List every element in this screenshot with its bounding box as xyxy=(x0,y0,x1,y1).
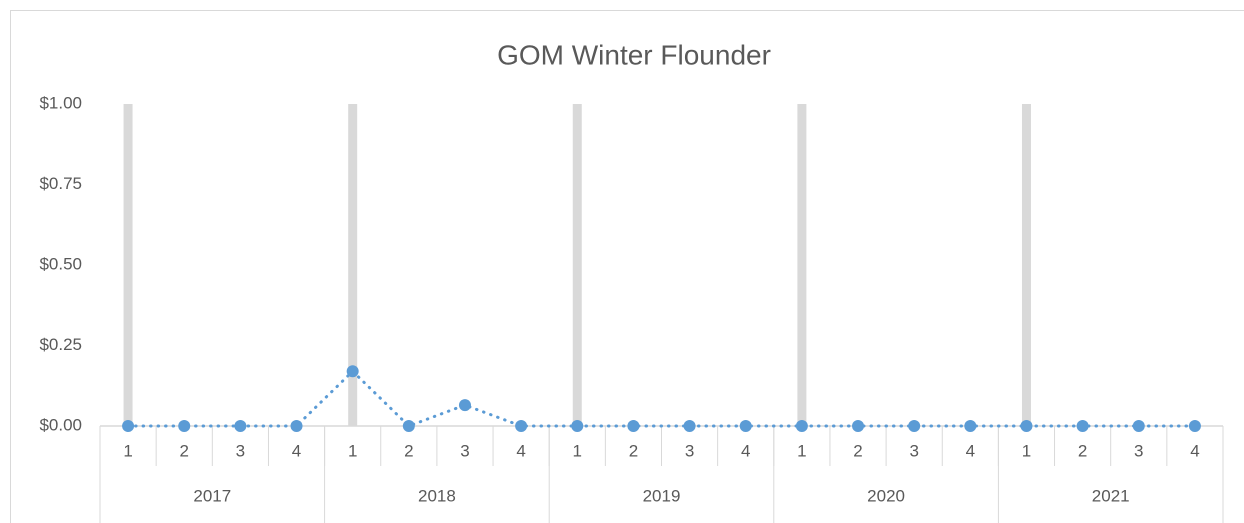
x-tick-label: 4 xyxy=(1190,441,1199,460)
x-tick-label: 3 xyxy=(685,441,694,460)
chart-title: GOM Winter Flounder xyxy=(497,39,771,70)
x-tick-label: 1 xyxy=(1022,441,1031,460)
marker xyxy=(739,420,752,432)
x-tick-label: 4 xyxy=(516,441,525,460)
marker xyxy=(1132,420,1145,432)
marker xyxy=(234,420,247,432)
y-tick-label: $0.50 xyxy=(39,254,82,273)
marker xyxy=(1076,420,1089,432)
marker xyxy=(290,420,303,432)
group-label: 2019 xyxy=(643,486,681,505)
x-tick-label: 4 xyxy=(966,441,975,460)
x-tick-label: 3 xyxy=(1134,441,1143,460)
marker xyxy=(402,420,415,432)
y-tick-label: $0.25 xyxy=(39,335,82,354)
y-tick-label: $0.75 xyxy=(39,174,82,193)
marker xyxy=(458,399,471,412)
bar xyxy=(348,104,358,426)
marker xyxy=(852,420,865,432)
bar xyxy=(123,104,133,426)
marker xyxy=(571,420,584,432)
marker xyxy=(346,365,359,378)
marker xyxy=(908,420,921,432)
x-tick-label: 1 xyxy=(573,441,582,460)
marker xyxy=(964,420,977,432)
bar xyxy=(1021,104,1031,426)
marker xyxy=(683,420,696,432)
line xyxy=(126,369,1197,428)
x-tick-label: 2 xyxy=(629,441,638,460)
marker xyxy=(795,420,808,432)
x-tick-label: 1 xyxy=(348,441,357,460)
y-tick-label: $0.00 xyxy=(39,415,82,434)
marker xyxy=(515,420,528,432)
x-tick-label: 3 xyxy=(236,441,245,460)
x-tick-label: 4 xyxy=(292,441,301,460)
marker xyxy=(1020,420,1033,432)
marker xyxy=(178,420,191,432)
group-label: 2021 xyxy=(1092,486,1130,505)
x-tick-label: 3 xyxy=(909,441,918,460)
x-tick-label: 2 xyxy=(1078,441,1087,460)
group-label: 2017 xyxy=(193,486,231,505)
x-tick-label: 4 xyxy=(741,441,750,460)
group-label: 2020 xyxy=(867,486,905,505)
chart-border xyxy=(10,10,1244,523)
marker xyxy=(627,420,640,432)
marker xyxy=(1188,420,1201,432)
x-tick-label: 2 xyxy=(179,441,188,460)
x-tick-label: 3 xyxy=(460,441,469,460)
x-tick-label: 1 xyxy=(123,441,132,460)
x-tick-label: 1 xyxy=(797,441,806,460)
bar xyxy=(797,104,807,426)
x-tick-label: 2 xyxy=(404,441,413,460)
bar xyxy=(572,104,582,426)
y-tick-label: $1.00 xyxy=(39,93,82,112)
x-tick-label: 2 xyxy=(853,441,862,460)
group-label: 2018 xyxy=(418,486,456,505)
marker xyxy=(122,420,135,432)
